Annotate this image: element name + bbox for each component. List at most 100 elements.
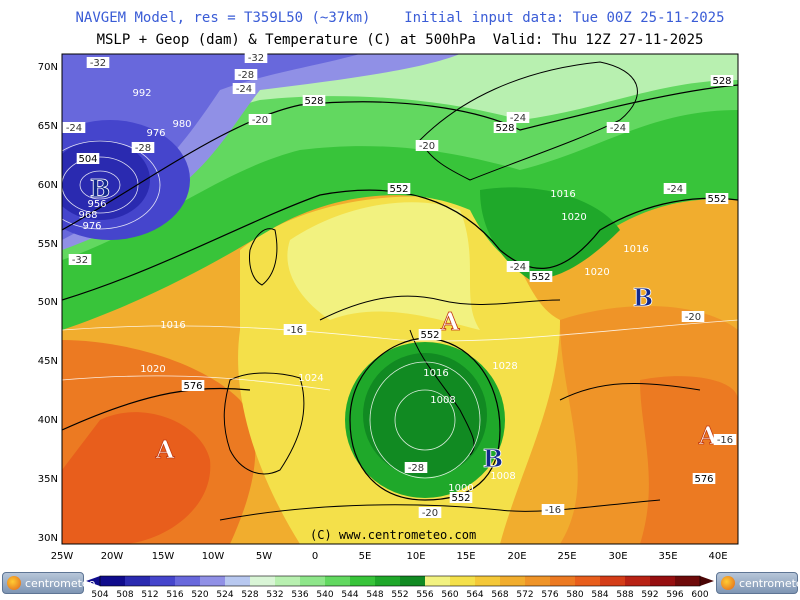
mslp-label: 1016	[160, 320, 185, 331]
geop-label: 552	[705, 193, 729, 205]
temp-label: -28	[404, 462, 428, 474]
colorbar-swatch	[500, 576, 526, 586]
temp-label: -20	[681, 311, 705, 323]
colorbar-swatch	[650, 576, 676, 586]
svg-text:-16: -16	[287, 325, 303, 336]
colorbar-swatch	[375, 576, 401, 586]
colorbar-label: 544	[341, 590, 358, 600]
colorbar-label: 512	[141, 590, 158, 600]
colorbar-swatch	[225, 576, 251, 586]
colorbar-label: 584	[591, 590, 608, 600]
temp-label: -24	[663, 183, 687, 195]
svg-text:504: 504	[78, 154, 97, 165]
coast-italy	[409, 329, 475, 456]
field-fill-516	[62, 54, 360, 240]
colorbar-label: 552	[391, 590, 408, 600]
mslp-label: 1020	[584, 267, 609, 278]
geop-label: 576	[692, 473, 716, 485]
lat-label: 55N	[38, 239, 58, 250]
colorbar-swatch	[400, 576, 426, 586]
mslp-label: 1020	[561, 212, 586, 223]
svg-text:-16: -16	[717, 435, 733, 446]
lon-label: 35E	[658, 551, 677, 562]
mslp-label: 1008	[430, 395, 455, 406]
svg-text:552: 552	[451, 493, 470, 504]
temp-label: -16	[541, 504, 565, 516]
svg-text:528: 528	[712, 76, 731, 87]
svg-text:-20: -20	[419, 141, 435, 152]
logo-text: centrometeo	[25, 577, 96, 590]
lat-label: 65N	[38, 121, 58, 132]
svg-text:576: 576	[694, 474, 713, 485]
colorbar-swatch	[600, 576, 626, 586]
mslp-label: 1020	[140, 364, 165, 375]
colorbar-label: 548	[366, 590, 383, 600]
mslp-label: 956	[87, 199, 106, 210]
colorbar-swatch	[250, 576, 276, 586]
colorbar-label: 564	[466, 590, 483, 600]
geop-contours	[62, 84, 738, 501]
svg-text:-28: -28	[135, 143, 151, 154]
lat-label: 35N	[38, 474, 58, 485]
colorbar-label: 576	[541, 590, 558, 600]
geop-label: 552	[387, 183, 411, 195]
colorbar-label: 596	[666, 590, 683, 600]
coast-scandinavia	[419, 61, 638, 181]
low-pressure-marker: B	[90, 174, 110, 203]
colorbar-swatch	[325, 576, 351, 586]
geop-label: 552	[418, 329, 442, 341]
low-pressure-marker: B	[633, 283, 653, 312]
svg-text:528: 528	[304, 96, 323, 107]
colorbar-arrow-left	[86, 576, 100, 586]
lat-label: 40N	[38, 415, 58, 426]
temp-label: -20	[415, 140, 439, 152]
mslp-label: 1016	[550, 189, 575, 200]
colorbar-swatch	[300, 576, 326, 586]
colorbar-label: 588	[616, 590, 633, 600]
map-title-model-run: NAVGEM Model, res = T359L50 (~37km) Init…	[75, 10, 725, 26]
mslp-label: 1016	[623, 244, 648, 255]
colorbar-label: 528	[241, 590, 258, 600]
lon-label: 10W	[202, 551, 225, 562]
geop-label: 576	[181, 380, 205, 392]
map-field	[62, 54, 738, 544]
temp-label: -32	[86, 57, 110, 69]
temp-label: -24	[506, 261, 530, 273]
mslp-label: 1008	[490, 471, 515, 482]
colorbar-label: 520	[191, 590, 208, 600]
temp-label: -20	[248, 114, 272, 126]
field-fill-576-se	[640, 376, 738, 544]
map-frame	[61, 53, 739, 545]
centrometeo-logo-left: centrometeo	[2, 572, 95, 594]
temp-label: -24	[62, 122, 86, 134]
colorbar-swatch	[525, 576, 551, 586]
svg-text:-24: -24	[667, 184, 683, 195]
colorbar-swatch	[550, 576, 576, 586]
svg-text:-32: -32	[248, 53, 264, 64]
geop-label: 528	[710, 75, 734, 87]
svg-text:-20: -20	[422, 508, 438, 519]
lon-label: 40E	[708, 551, 727, 562]
coast-central-europe	[319, 295, 561, 321]
geop-label: 504	[76, 153, 100, 165]
svg-text:552: 552	[420, 330, 439, 341]
copyright-notice: (C) www.centrometeo.com	[310, 528, 477, 542]
svg-text:-20: -20	[252, 115, 268, 126]
low-pressure-marker: B	[483, 444, 503, 473]
temp-label: -24	[232, 83, 256, 95]
colorbar-swatch	[350, 576, 376, 586]
svg-text:-28: -28	[408, 463, 424, 474]
svg-text:-24: -24	[510, 113, 526, 124]
colorbar-label: 592	[641, 590, 658, 600]
geop-label: 552	[529, 271, 553, 283]
mslp-label: 1024	[298, 373, 323, 384]
svg-text:552: 552	[531, 272, 550, 283]
colorbar-swatch	[675, 576, 701, 586]
temp-label: -28	[131, 142, 155, 154]
svg-text:576: 576	[183, 381, 202, 392]
field-fill-580-sw	[62, 412, 211, 544]
mslp-label: 980	[172, 119, 191, 130]
colorbar-label: 560	[441, 590, 458, 600]
colorbar-label: 540	[316, 590, 333, 600]
temp-label: -32	[244, 52, 268, 64]
